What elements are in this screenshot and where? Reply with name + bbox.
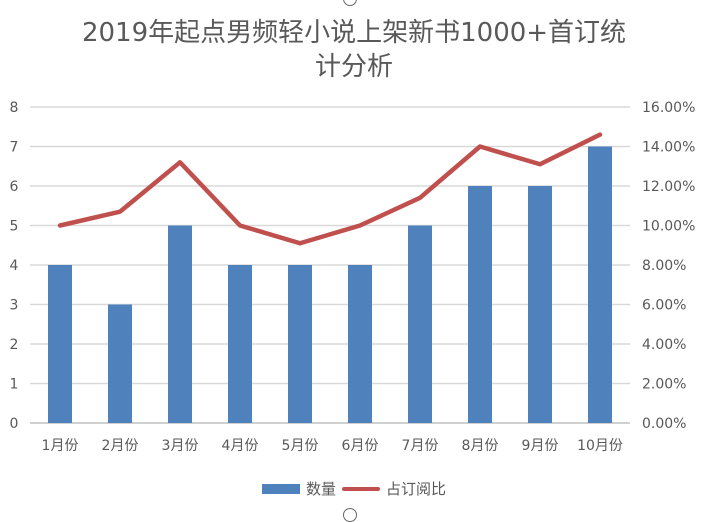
right-tick-label: 8.00% — [642, 258, 686, 274]
legend-line-swatch-icon — [342, 486, 380, 491]
left-tick-label: 2 — [10, 337, 19, 353]
legend-label-count: 数量 — [305, 480, 336, 498]
chart-title: 2019年起点男频轻小说上架新书1000+首订统 计分析 — [0, 16, 708, 84]
left-y-axis: 0 1 2 3 4 5 6 7 8 — [10, 100, 19, 432]
x-tick-label: 6月份 — [342, 438, 379, 454]
ratio-line[interactable] — [57, 132, 603, 246]
bar[interactable] — [528, 186, 552, 423]
bar[interactable] — [288, 265, 312, 423]
legend-bar-swatch-icon — [261, 483, 300, 494]
chart-title-line-2: 计分析 — [314, 52, 393, 82]
bar[interactable] — [48, 265, 72, 423]
right-tick-label: 4.00% — [642, 337, 686, 353]
x-tick-label: 5月份 — [282, 438, 319, 454]
legend-item-count[interactable]: 数量 — [261, 478, 336, 499]
bar[interactable] — [348, 265, 372, 423]
left-tick-label: 0 — [10, 416, 19, 432]
chart-legend: 数量 占订阅比 — [0, 478, 708, 499]
x-tick-label: 8月份 — [462, 438, 499, 454]
bar[interactable] — [408, 225, 432, 424]
x-axis: 1月份 2月份 3月份 4月份 5月份 6月份 7月份 8月份 9月份 10月份 — [42, 438, 623, 454]
x-tick-label: 3月份 — [162, 438, 199, 454]
x-tick-label: 4月份 — [222, 438, 259, 454]
right-tick-label: 12.00% — [642, 179, 695, 195]
bar[interactable] — [108, 304, 132, 424]
left-tick-label: 3 — [10, 298, 19, 314]
x-tick-label: 9月份 — [522, 438, 559, 454]
bar-series-count — [48, 146, 612, 424]
x-tick-label: 7月份 — [402, 438, 439, 454]
right-tick-label: 0.00% — [642, 416, 686, 432]
bar[interactable] — [588, 146, 612, 424]
right-y-axis: 0.00% 2.00% 4.00% 6.00% 8.00% 10.00% 12.00% 14.… — [642, 100, 695, 432]
bar[interactable] — [228, 265, 252, 423]
x-tick-label: 2月份 — [102, 438, 139, 454]
line-series-ratio — [57, 132, 603, 246]
left-tick-label: 8 — [10, 100, 19, 116]
right-tick-label: 10.00% — [642, 219, 695, 235]
left-tick-label: 7 — [10, 140, 19, 156]
right-tick-label: 6.00% — [642, 298, 686, 314]
x-tick-label: 1月份 — [42, 438, 79, 454]
left-tick-label: 5 — [10, 219, 19, 235]
legend-item-ratio[interactable]: 占订阅比 — [342, 478, 446, 499]
chart-bottom-resize-handle[interactable] — [343, 508, 357, 522]
left-tick-label: 6 — [10, 179, 19, 195]
bar[interactable] — [168, 225, 192, 424]
bar[interactable] — [468, 186, 492, 423]
x-tick-label: 10月份 — [577, 438, 623, 454]
legend-label-ratio: 占订阅比 — [386, 480, 447, 498]
left-tick-label: 1 — [10, 377, 19, 393]
chart-title-line-1: 2019年起点男频轻小说上架新书1000+首订统 — [81, 18, 627, 48]
left-tick-label: 4 — [10, 258, 19, 274]
right-tick-label: 2.00% — [642, 377, 686, 393]
right-tick-label: 16.00% — [642, 100, 695, 116]
right-tick-label: 14.00% — [642, 140, 695, 156]
